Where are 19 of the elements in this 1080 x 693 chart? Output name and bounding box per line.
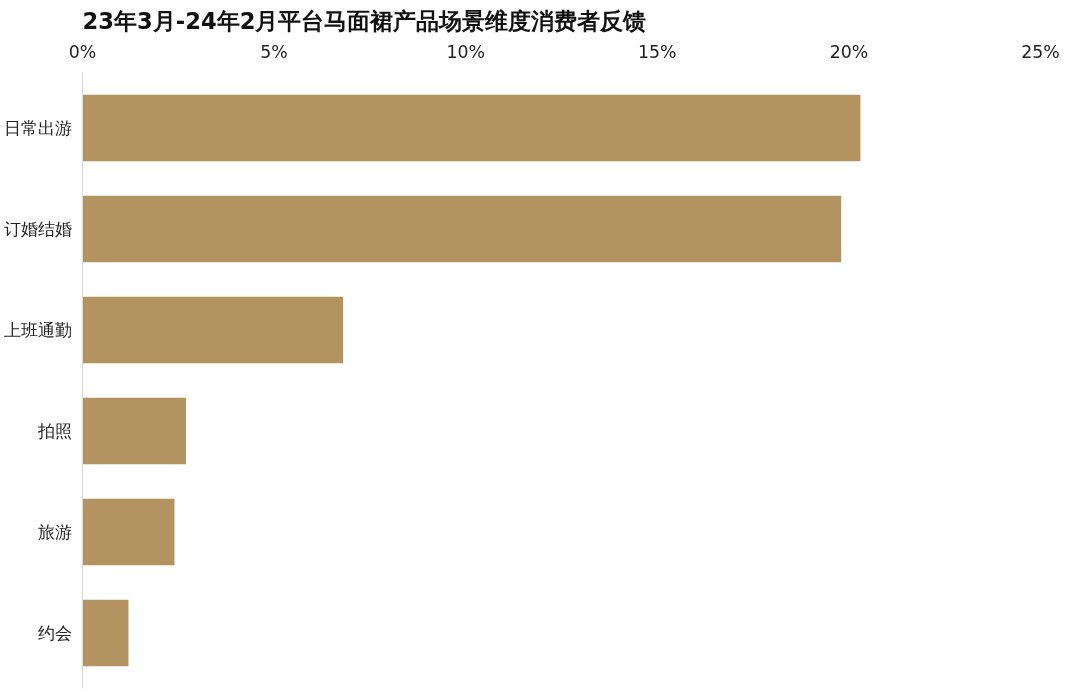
bar — [82, 94, 861, 162]
chart-title: 23年3月-24年2月平台马面裙产品场景维度消费者反馈 — [82, 7, 647, 34]
x-tick-label: 10% — [446, 41, 485, 62]
x-tick-label: 15% — [638, 41, 677, 62]
bar — [82, 599, 129, 667]
y-tick-label: 日常出游 — [3, 118, 72, 139]
y-tick-label: 约会 — [37, 622, 72, 643]
bar — [82, 498, 175, 566]
y-tick-label: 上班通勤 — [3, 320, 72, 341]
y-tick-label: 旅游 — [37, 521, 72, 542]
x-tick-label: 25% — [1021, 41, 1060, 62]
y-tick-label: 订婚结婚 — [3, 219, 72, 240]
bar — [82, 397, 186, 465]
x-tick-label: 0% — [68, 41, 97, 62]
bar — [82, 195, 842, 263]
x-tick-label: 20% — [829, 41, 869, 62]
x-tick-label: 5% — [260, 41, 288, 62]
y-tick-label: 拍照 — [36, 420, 72, 441]
bar — [82, 296, 344, 364]
